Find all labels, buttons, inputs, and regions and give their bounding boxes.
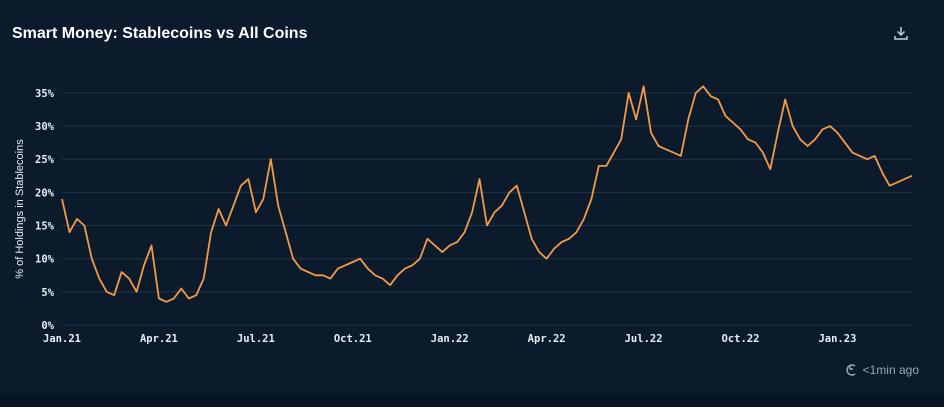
panel <box>0 0 944 395</box>
x-tick-label: Jul.21 <box>237 333 275 345</box>
x-tick-label: Jan.22 <box>431 333 469 345</box>
x-tick-label: Jul.22 <box>625 333 663 345</box>
x-tick-label: Jan.23 <box>818 333 856 345</box>
y-tick-label: 35% <box>35 88 55 100</box>
status-icon <box>846 364 856 376</box>
x-tick-label: Oct.22 <box>722 333 760 345</box>
x-tick-label: Apr.21 <box>140 333 178 345</box>
data-line <box>61 85 913 303</box>
x-tick-label: Apr.22 <box>528 333 566 345</box>
y-tick-label: 0% <box>41 320 54 332</box>
y-tick-label: 20% <box>35 187 55 199</box>
download-icon[interactable] <box>894 27 908 40</box>
y-tick-label: 30% <box>35 121 55 133</box>
y-axis-label: % of Holdings in Stablecoins <box>14 139 26 279</box>
chart-title: Smart Money: Stablecoins vs All Coins <box>12 25 308 42</box>
y-tick-label: 25% <box>35 154 55 166</box>
x-tick-label: Oct.21 <box>334 333 372 345</box>
status-text: <1min ago <box>863 363 920 377</box>
y-tick-label: 15% <box>35 221 55 233</box>
x-tick-label: Jan.21 <box>43 333 81 345</box>
y-tick-label: 10% <box>35 254 55 266</box>
y-tick-label: 5% <box>41 287 54 299</box>
